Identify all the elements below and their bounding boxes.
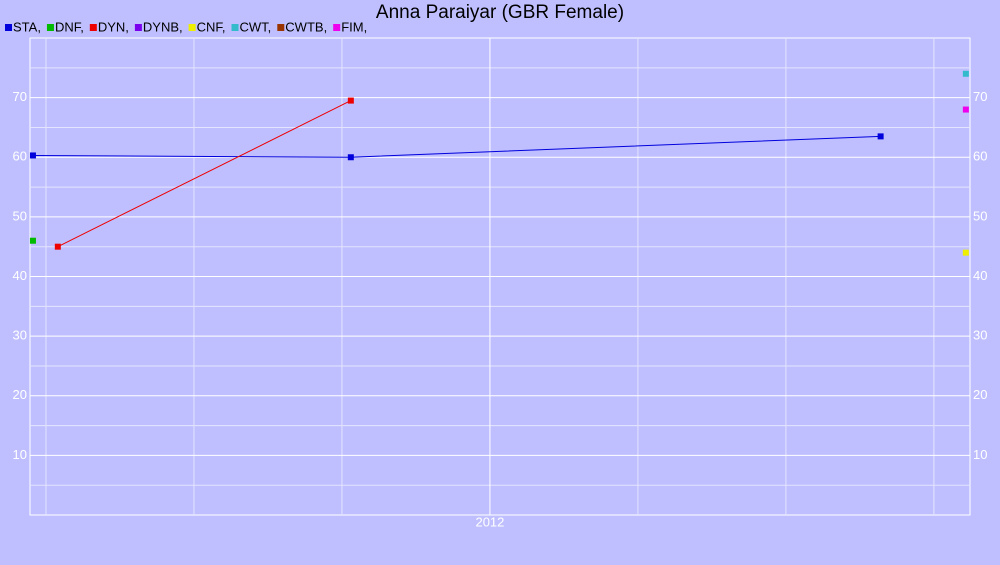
- legend-swatch: [333, 24, 341, 31]
- y-tick-label: 30: [13, 328, 27, 343]
- legend-swatch: [277, 24, 285, 31]
- legend-swatch: [5, 24, 12, 31]
- data-point: [962, 70, 969, 77]
- legend-swatch: [89, 24, 97, 31]
- legend-swatch: [231, 24, 239, 31]
- y-tick-label: 10: [13, 447, 27, 462]
- series-line: [57, 100, 352, 248]
- y-tick-label: 60: [13, 149, 27, 164]
- y-tick-label: 50: [13, 208, 27, 223]
- y2-tick-label: 40: [973, 268, 987, 283]
- data-point: [347, 97, 354, 104]
- legend-label: STA,: [13, 19, 41, 34]
- data-point: [29, 152, 36, 159]
- y2-tick-label: 70: [973, 89, 987, 104]
- y2-tick-label: 60: [973, 149, 987, 164]
- legend-label: CNF,: [197, 19, 226, 34]
- y2-tick-label: 10: [973, 447, 987, 462]
- legend-label: CWTB,: [285, 19, 327, 34]
- legend-label: DNF,: [55, 19, 84, 34]
- data-point: [877, 133, 884, 140]
- legend-label: DYN,: [98, 19, 129, 34]
- legend-swatch: [134, 24, 142, 31]
- y2-tick-label: 20: [973, 387, 987, 402]
- y2-tick-label: 50: [973, 208, 987, 223]
- y-tick-label: 70: [13, 89, 27, 104]
- legend-swatch: [46, 24, 54, 31]
- data-point: [29, 237, 36, 244]
- legend-label: CWT,: [240, 19, 272, 34]
- data-point: [962, 106, 969, 113]
- legend-label: FIM,: [341, 19, 367, 34]
- data-point: [347, 154, 354, 161]
- data-point: [54, 243, 61, 250]
- legend-swatch: [188, 24, 196, 31]
- y2-tick-label: 30: [973, 328, 987, 343]
- data-point: [962, 249, 969, 256]
- x-tick-label: 2012: [475, 514, 504, 529]
- legend-label: DYNB,: [143, 19, 183, 34]
- y-tick-label: 40: [13, 268, 27, 283]
- y-tick-label: 20: [13, 387, 27, 402]
- chart-title: Anna Paraiyar (GBR Female): [376, 2, 624, 23]
